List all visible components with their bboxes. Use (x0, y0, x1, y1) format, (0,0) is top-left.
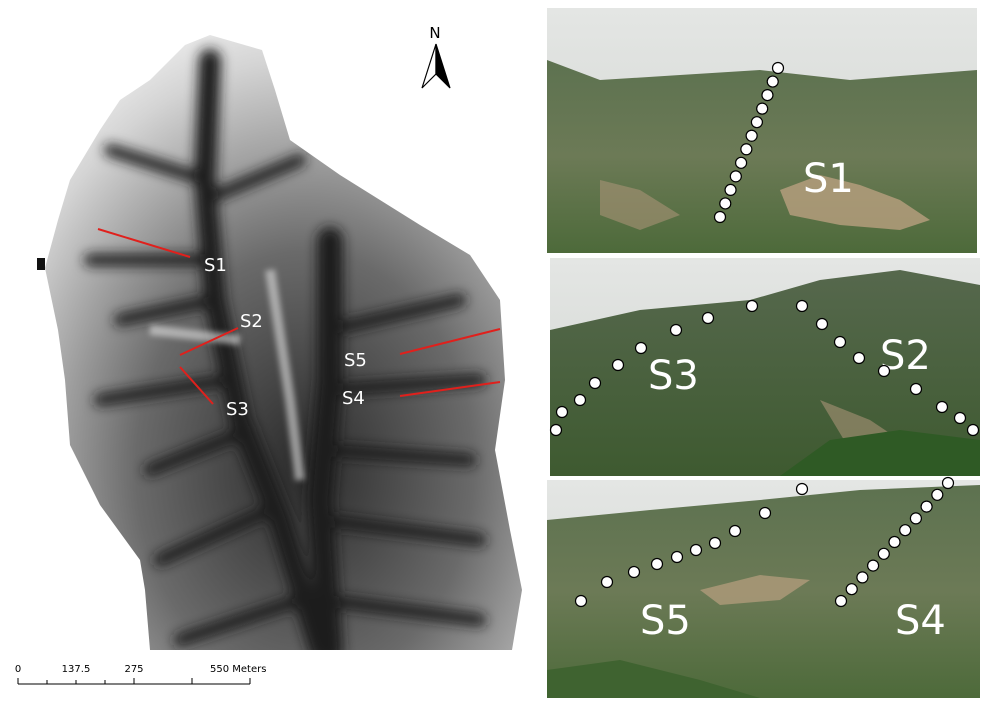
survey-point (751, 117, 762, 128)
map-edge-pixel (37, 258, 45, 270)
scale-label: 550 Meters (210, 664, 266, 675)
survey-point (868, 560, 879, 571)
survey-point (691, 545, 702, 556)
survey-point (879, 366, 890, 377)
survey-point (968, 425, 979, 436)
photo-label: S4 (895, 598, 946, 644)
photo-label: S5 (640, 598, 691, 644)
map-label: S5 (344, 350, 367, 371)
survey-point (797, 484, 808, 495)
map-label: S4 (342, 388, 365, 409)
survey-point (730, 526, 741, 537)
survey-point (671, 325, 682, 336)
survey-point (937, 402, 948, 413)
survey-point (797, 301, 808, 312)
scale-bar: 0 137.5 275 550 Meters (15, 664, 267, 684)
survey-point (746, 130, 757, 141)
survey-point (636, 343, 647, 354)
survey-point (910, 513, 921, 524)
survey-point (773, 63, 784, 74)
survey-point (602, 577, 613, 588)
map-label: S1 (204, 255, 227, 276)
survey-point (715, 212, 726, 223)
survey-point (817, 319, 828, 330)
survey-point (878, 548, 889, 559)
survey-point (900, 525, 911, 536)
survey-point (854, 353, 865, 364)
survey-point (762, 90, 773, 101)
survey-point (835, 337, 846, 348)
survey-point (767, 76, 778, 87)
survey-point (652, 559, 663, 570)
photo-label: S3 (648, 353, 699, 399)
scale-label: 275 (124, 664, 143, 675)
survey-point (747, 301, 758, 312)
survey-point (576, 596, 587, 607)
survey-point (551, 425, 562, 436)
survey-point (911, 384, 922, 395)
survey-point (590, 378, 601, 389)
survey-point (955, 413, 966, 424)
survey-point (921, 501, 932, 512)
survey-point (710, 538, 721, 549)
map-label: S3 (226, 399, 249, 420)
survey-point (736, 157, 747, 168)
survey-point (575, 395, 586, 406)
survey-point (720, 198, 731, 209)
survey-point (889, 537, 900, 548)
survey-point (760, 508, 771, 519)
figure: S1 S2 S3 S5 S4 N 0 137.5 275 550 Meters … (0, 0, 981, 701)
north-label: N (429, 24, 440, 42)
scale-label: 0 (15, 664, 21, 675)
photo: S1 (547, 8, 977, 253)
survey-point (672, 552, 683, 563)
survey-point (943, 478, 954, 489)
map-label: S2 (240, 311, 263, 332)
photo-label: S1 (803, 156, 854, 202)
survey-point (757, 103, 768, 114)
survey-point (725, 184, 736, 195)
survey-point (857, 572, 868, 583)
scale-label: 137.5 (62, 664, 91, 675)
north-arrow: N (422, 24, 450, 88)
survey-point (730, 171, 741, 182)
survey-point (613, 360, 624, 371)
survey-point (932, 489, 943, 500)
survey-point (846, 584, 857, 595)
survey-point (836, 596, 847, 607)
survey-point (629, 567, 640, 578)
survey-point (557, 407, 568, 418)
survey-point (703, 313, 714, 324)
survey-point (741, 144, 752, 155)
